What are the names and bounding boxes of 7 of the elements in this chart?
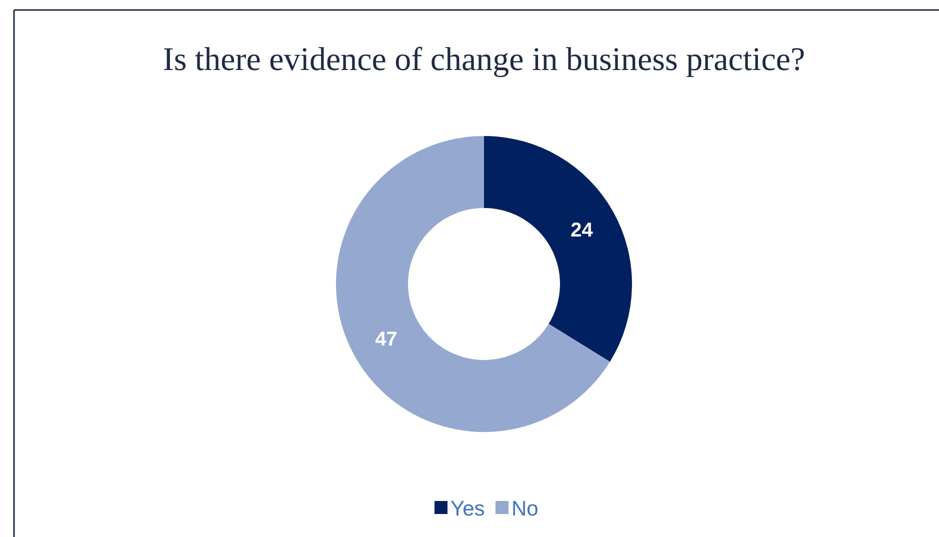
data-label: 24: [570, 219, 594, 242]
donut-slice: [336, 136, 610, 432]
chart-title: Is there evidence of change in business practice?: [162, 42, 806, 78]
legend-label: No: [512, 497, 538, 520]
legend-label: Yes: [450, 497, 485, 520]
donut-slice: [484, 136, 632, 362]
data-label: 47: [375, 328, 398, 351]
